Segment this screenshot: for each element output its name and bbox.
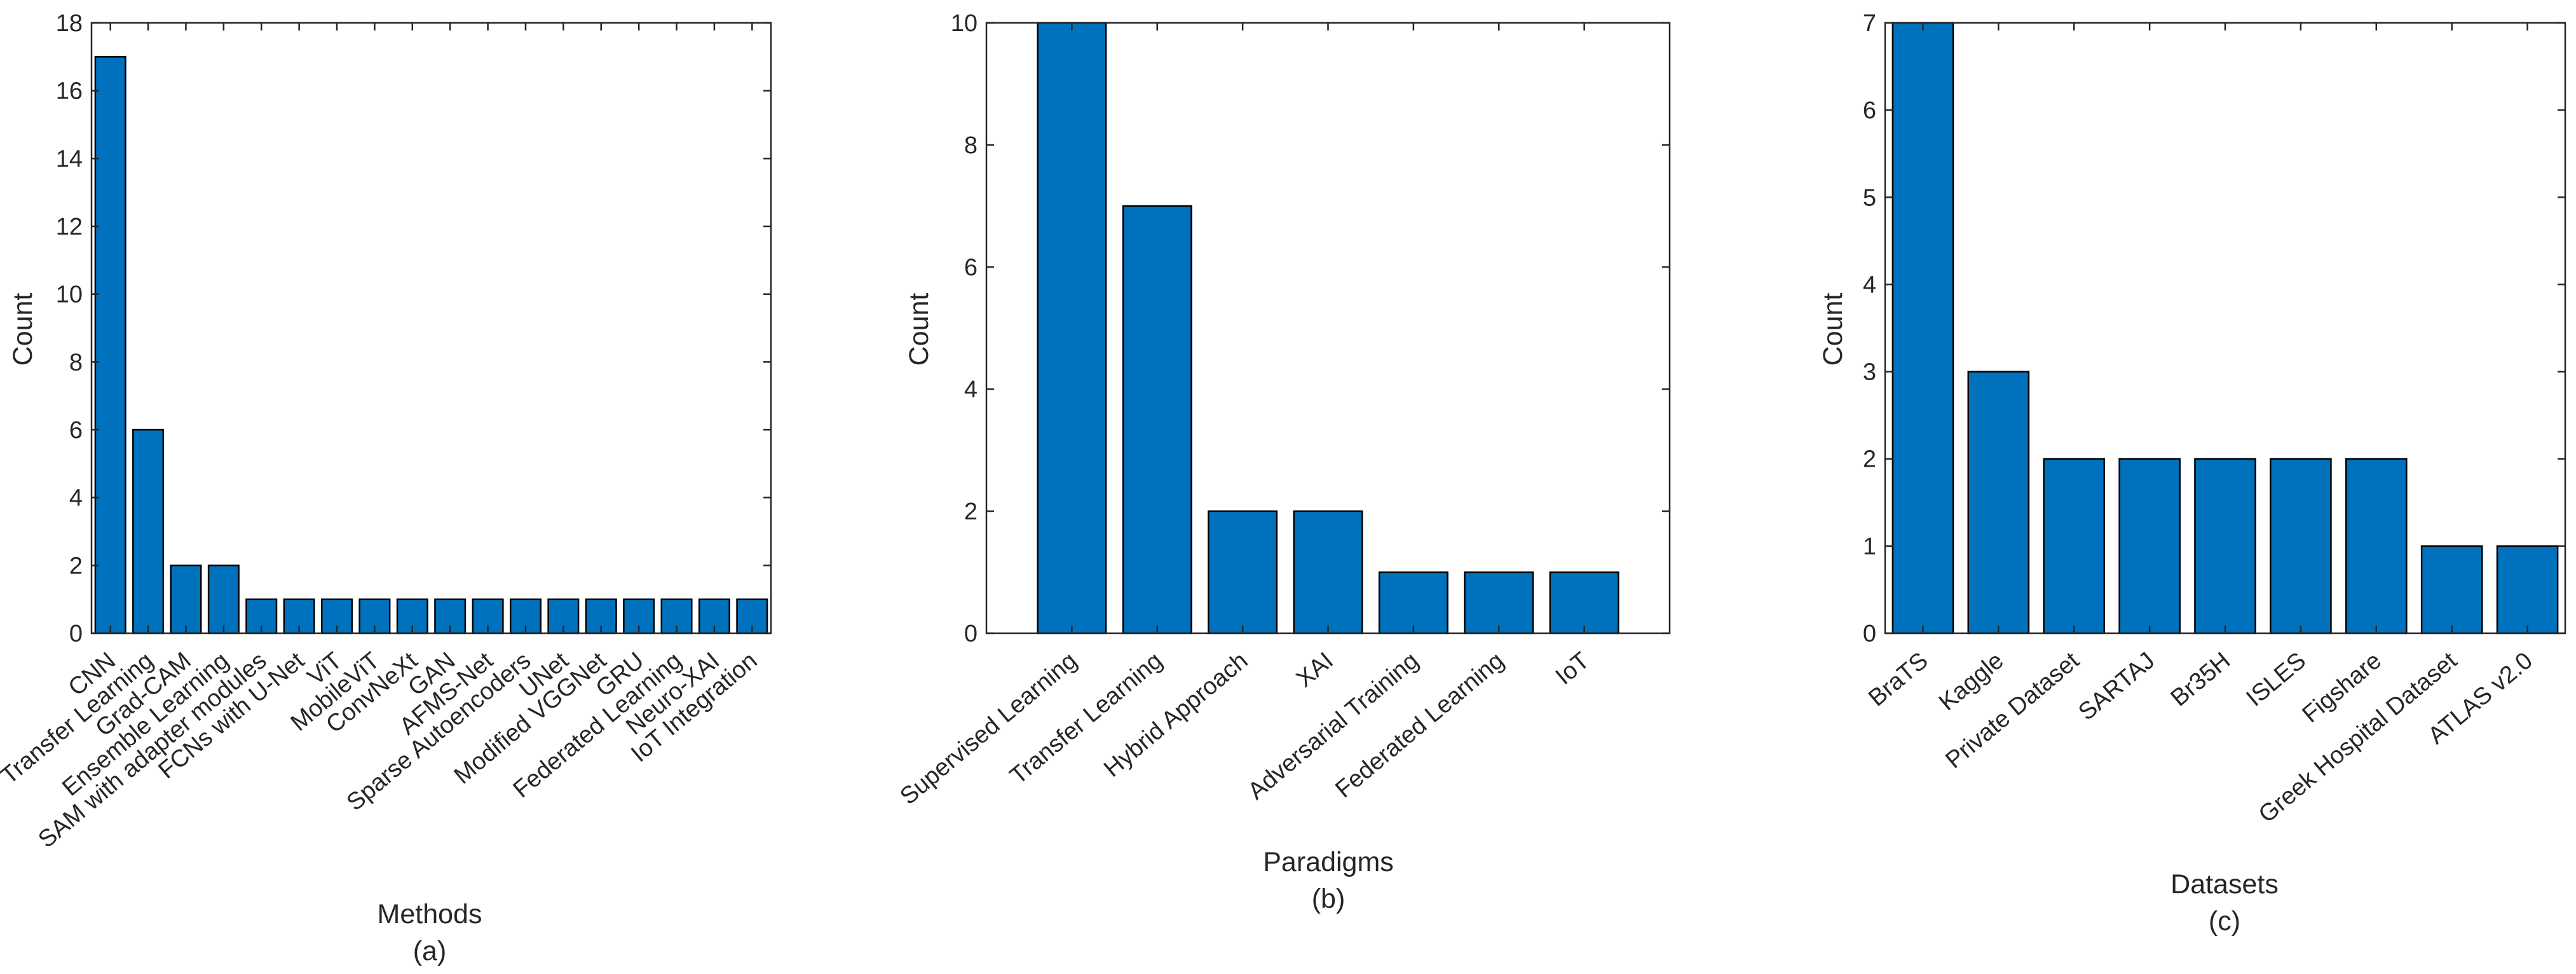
methods-bar xyxy=(207,565,240,634)
paradigms-y-tick-label: 10 xyxy=(951,10,978,37)
paradigms-bar xyxy=(1464,571,1534,634)
datasets-category-label: ISLES xyxy=(2242,647,2312,711)
datasets-bar xyxy=(1891,22,1954,634)
datasets-y-tick-label: 2 xyxy=(1863,446,1876,473)
datasets-category-label: Private Dataset xyxy=(1940,647,2084,774)
methods-bar xyxy=(94,56,126,634)
datasets-y-tick-label: 7 xyxy=(1863,10,1876,37)
datasets-y-tick-label: 4 xyxy=(1863,271,1876,298)
datasets-bar xyxy=(2420,545,2483,634)
datasets-y-tick-label: 1 xyxy=(1863,533,1876,560)
methods-y-tick-label: 14 xyxy=(56,146,83,172)
paradigms-category-label: XAI xyxy=(1291,647,1339,693)
paradigms-x-axis-title: Paradigms xyxy=(1263,847,1394,877)
methods-bar xyxy=(170,565,202,634)
methods-y-tick-label: 2 xyxy=(69,552,83,579)
paradigms-y-tick-label: 8 xyxy=(964,132,978,159)
methods-caption: (a) xyxy=(413,936,447,966)
datasets-bar xyxy=(2270,458,2332,634)
datasets-bar xyxy=(2043,458,2106,634)
paradigms-caption: (b) xyxy=(1312,884,1346,914)
paradigms-category-label: IoT xyxy=(1551,647,1595,690)
methods-chart: Methods (a) Count 024681012141618CNNTran… xyxy=(0,10,772,966)
paradigms-y-tick-label: 6 xyxy=(964,254,978,281)
datasets-y-tick-label: 6 xyxy=(1863,97,1876,124)
paradigms-y-tick-label: 0 xyxy=(964,621,978,647)
datasets-category-label: BraTS xyxy=(1864,647,1933,711)
paradigms-bar xyxy=(1293,510,1363,634)
datasets-bar xyxy=(2496,545,2559,634)
paradigms-bar xyxy=(1122,205,1192,634)
datasets-category-label: SARTAJ xyxy=(2073,647,2160,726)
paradigms-bar xyxy=(1549,571,1619,634)
paradigms-category-label: Transfer Learning xyxy=(1005,647,1168,790)
methods-y-tick-label: 6 xyxy=(69,417,83,444)
methods-y-tick-label: 0 xyxy=(69,621,83,647)
methods-y-tick-label: 12 xyxy=(56,214,83,240)
datasets-y-axis-title: Count xyxy=(1818,293,1848,366)
methods-x-axis-title: Methods xyxy=(378,899,482,929)
paradigms-y-tick-label: 4 xyxy=(964,376,978,403)
methods-y-tick-label: 10 xyxy=(56,282,83,308)
methods-y-axis-title: Count xyxy=(8,293,38,366)
methods-bar xyxy=(132,429,165,634)
datasets-x-axis-title: Datasets xyxy=(2171,869,2279,900)
methods-axes-box xyxy=(90,22,772,634)
datasets-y-tick-label: 3 xyxy=(1863,359,1876,386)
methods-y-tick-label: 16 xyxy=(56,78,83,105)
methods-y-tick-label: 18 xyxy=(56,10,83,37)
paradigms-y-tick-label: 2 xyxy=(964,498,978,525)
methods-y-tick-label: 4 xyxy=(69,485,83,512)
paradigms-bar xyxy=(1378,571,1448,634)
datasets-y-tick-label: 5 xyxy=(1863,184,1876,211)
datasets-bar xyxy=(2345,458,2408,634)
paradigms-category-label: Hybrid Approach xyxy=(1099,647,1253,783)
datasets-bar xyxy=(1967,371,2030,634)
datasets-y-tick-label: 0 xyxy=(1863,621,1876,647)
paradigms-y-axis-title: Count xyxy=(904,293,934,366)
datasets-caption: (c) xyxy=(2209,906,2240,936)
methods-y-tick-label: 8 xyxy=(69,349,83,376)
datasets-category-label: Br35H xyxy=(2166,647,2236,711)
datasets-bar xyxy=(2118,458,2181,634)
datasets-bar xyxy=(2194,458,2256,634)
paradigms-bar xyxy=(1037,22,1107,634)
paradigms-bar xyxy=(1208,510,1278,634)
